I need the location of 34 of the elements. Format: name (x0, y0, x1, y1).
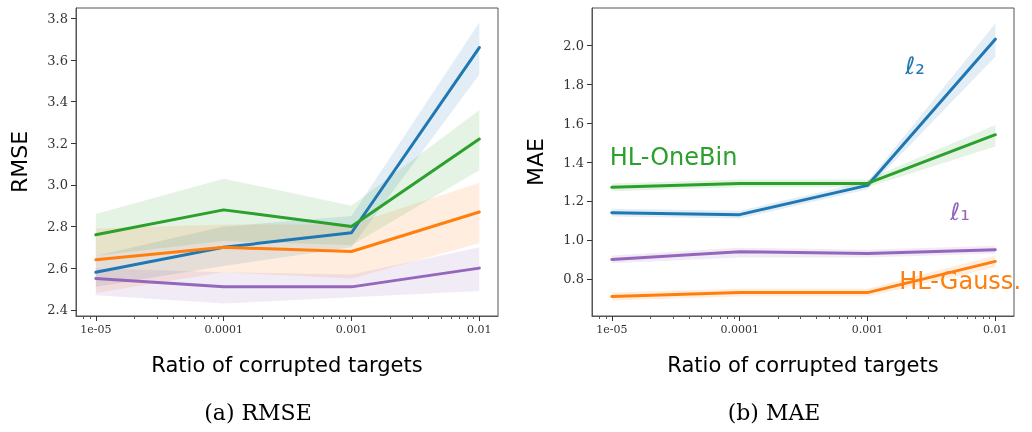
y-tick-label: 2.0 (563, 37, 584, 53)
y-tick-label: 3.2 (47, 135, 68, 151)
y-tick-label: 1.2 (563, 193, 584, 209)
y-tick-label: 3.4 (47, 94, 68, 110)
x-tick-label: 0.001 (335, 323, 368, 336)
x-tick-label: 0.01 (467, 323, 492, 336)
y-tick-label: 1.8 (563, 76, 584, 92)
x-tick-label: 1e-05 (596, 323, 628, 336)
text: (a) RMSE (204, 399, 312, 425)
x-tick-label: 0.0001 (204, 323, 243, 336)
x-tick-label: 0.001 (851, 323, 884, 336)
y-tick-label: 0.8 (563, 271, 584, 287)
line-series (94, 137, 481, 237)
y-tick-label: 3.6 (47, 52, 68, 68)
y-tick-label: 1.4 (563, 154, 584, 170)
y-axis-title: MAE (522, 138, 548, 186)
series-label: HL-OneBin (609, 143, 738, 172)
y-tick-label: 2.6 (47, 260, 68, 276)
y-tick-label: 1.0 (563, 232, 584, 248)
y-axis-title: RMSE (6, 130, 32, 194)
text: (b) MAE (727, 399, 821, 425)
y-tick-label: 2.4 (47, 302, 68, 318)
line-series (94, 210, 481, 262)
x-tick-label: 0.0001 (720, 323, 759, 336)
x-axis-title: Ratio of corrupted targets (667, 352, 939, 377)
y-tick-label: 3.8 (47, 10, 68, 26)
x-tick-label: 0.01 (983, 323, 1008, 336)
series-label: ℓ₁ (949, 197, 970, 226)
y-tick-label: 3.0 (47, 177, 68, 193)
series-label: ℓ₂ (904, 52, 925, 81)
x-axis-title: Ratio of corrupted targets (151, 352, 423, 377)
y-tick-label: 2.8 (47, 219, 68, 235)
y-tick-label: 1.6 (563, 115, 584, 131)
x-tick-label: 1e-05 (80, 323, 112, 336)
